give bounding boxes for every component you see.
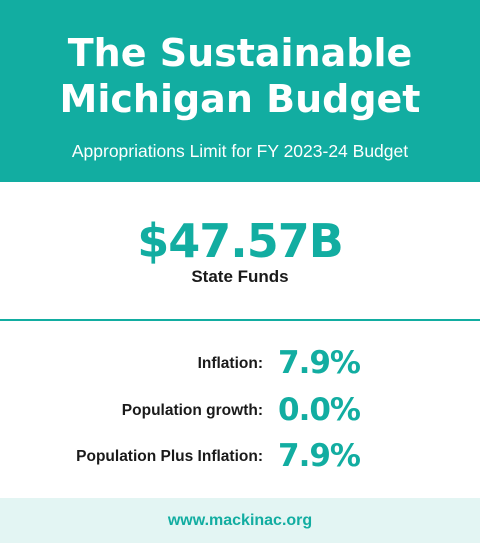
- stat-label: Population growth:: [121, 402, 263, 419]
- stat-value: 7.9%: [278, 438, 361, 474]
- stat-value: 7.9%: [278, 345, 361, 381]
- stat-row-population-growth: Population growth: 0.0%: [0, 391, 480, 431]
- state-funds-amount: $47.57B: [137, 214, 344, 268]
- page-subtitle: Appropriations Limit for FY 2023-24 Budg…: [71, 141, 409, 161]
- page-title-line-1: The Sustainable: [67, 31, 413, 75]
- state-funds-section: $47.57B State Funds: [0, 182, 480, 320]
- stat-value: 0.0%: [278, 392, 361, 428]
- state-funds-label: State Funds: [191, 267, 289, 286]
- stat-label: Inflation:: [197, 355, 263, 372]
- footer-bar: www.mackinac.org: [0, 498, 480, 543]
- stat-label: Population Plus Inflation:: [76, 448, 263, 465]
- footer-website-link[interactable]: www.mackinac.org: [167, 512, 313, 529]
- section-divider: [0, 319, 480, 321]
- stat-row-population-plus-inflation: Population Plus Inflation: 7.9%: [0, 437, 480, 477]
- header-banner: The Sustainable Michigan Budget Appropri…: [0, 0, 480, 182]
- page-title-line-2: Michigan Budget: [59, 77, 421, 121]
- stat-row-inflation: Inflation: 7.9%: [0, 344, 480, 384]
